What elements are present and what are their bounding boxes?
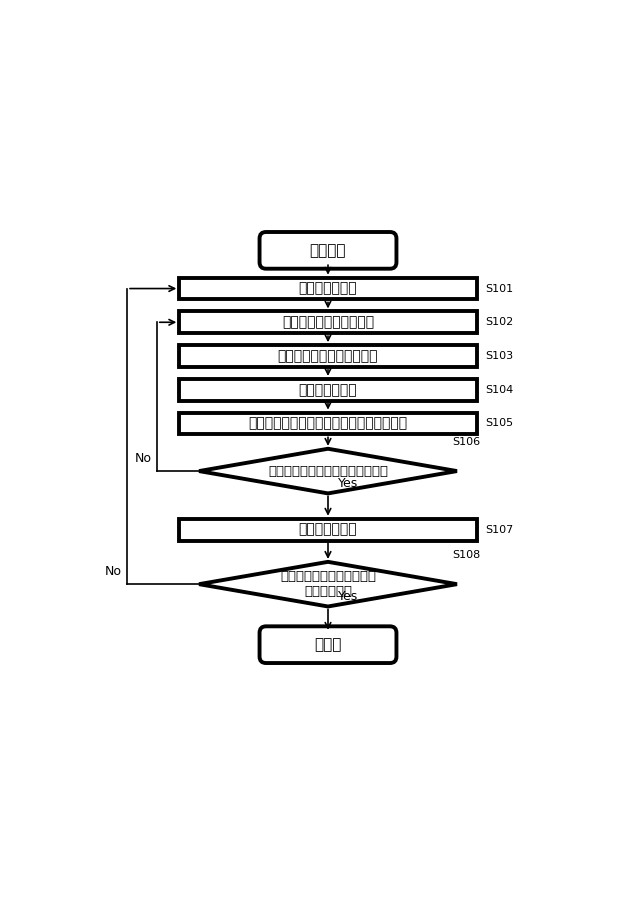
Polygon shape [199, 562, 457, 606]
Text: S104: S104 [486, 385, 514, 395]
Text: スタート: スタート [310, 243, 346, 258]
Text: S107: S107 [486, 524, 514, 534]
Text: Yes: Yes [338, 477, 358, 490]
Bar [179, 278, 477, 299]
Text: No: No [135, 452, 152, 465]
Text: 作業する位置記号の指定: 作業する位置記号の指定 [282, 316, 374, 330]
Text: すべての集合基板について
作業したか？: すべての集合基板について 作業したか？ [280, 570, 376, 598]
Bar [179, 519, 477, 541]
Text: S105: S105 [486, 418, 514, 428]
Text: S108: S108 [452, 550, 480, 560]
Text: No: No [105, 565, 122, 578]
Bar [179, 413, 477, 435]
Text: 集合基板の搜出: 集合基板の搜出 [299, 522, 357, 536]
Text: S102: S102 [486, 318, 514, 328]
Text: Yes: Yes [338, 590, 358, 603]
Text: 指定された位置記号で作業: 指定された位置記号で作業 [278, 349, 378, 363]
Text: すべての位置記号を指定したか？: すべての位置記号を指定したか？ [268, 464, 388, 477]
Text: エンド: エンド [314, 637, 342, 653]
Bar [179, 378, 477, 401]
Bar [179, 345, 477, 367]
Polygon shape [199, 449, 457, 494]
Text: S101: S101 [486, 283, 514, 294]
FancyBboxPatch shape [260, 627, 396, 663]
Text: S106: S106 [452, 437, 480, 447]
Text: 集合基板の搜入: 集合基板の搜入 [299, 282, 357, 295]
Bar [179, 311, 477, 333]
Text: S103: S103 [486, 351, 514, 361]
Text: 識別記号の取得: 識別記号の取得 [299, 383, 357, 397]
FancyBboxPatch shape [260, 232, 396, 269]
Text: 識別記号－位置記号関連づけデータの蓄積: 識別記号－位置記号関連づけデータの蓄積 [248, 416, 408, 430]
